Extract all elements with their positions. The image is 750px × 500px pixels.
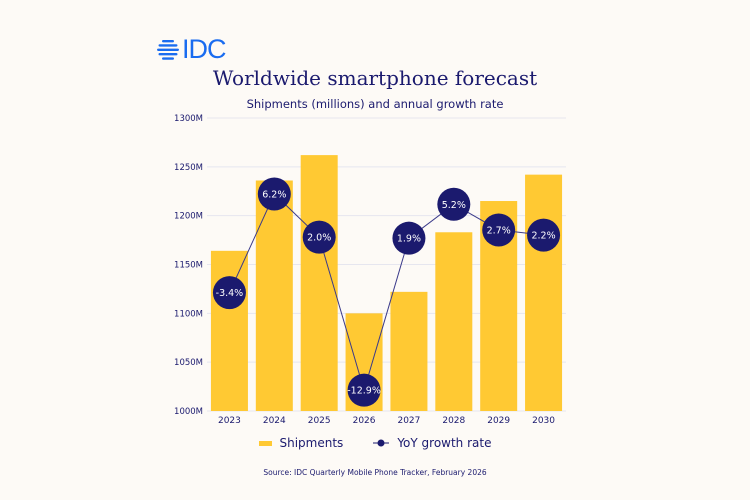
bar-2027 xyxy=(390,291,428,411)
growth-label: 2.2% xyxy=(531,231,555,242)
idc-logo: IDC xyxy=(157,36,226,63)
growth-point-2027 xyxy=(392,221,426,255)
x-tick-label: 2027 xyxy=(397,416,420,426)
growth-label: 2.0% xyxy=(307,233,331,244)
x-tick-label: 2028 xyxy=(442,416,465,426)
legend-label-shipments: Shipments xyxy=(279,436,344,450)
bar-2028 xyxy=(435,232,473,411)
growth-label: 1.9% xyxy=(397,234,421,245)
source-note: Source: IDC Quarterly Mobile Phone Track… xyxy=(263,468,487,477)
bar-2024 xyxy=(255,180,293,411)
growth-point-2023 xyxy=(212,276,246,310)
bar-2023 xyxy=(210,250,248,411)
y-tick-label: 1200M xyxy=(174,212,203,222)
y-tick-label: 1000M xyxy=(174,407,203,417)
growth-point-2026 xyxy=(347,373,381,407)
growth-point-2025 xyxy=(302,220,336,254)
x-tick-label: 2025 xyxy=(308,416,331,426)
growth-label: -3.4% xyxy=(216,288,244,299)
growth-label: -12.9% xyxy=(347,386,381,397)
growth-label: 2.7% xyxy=(487,225,511,236)
legend-label-growth: YoY growth rate xyxy=(397,436,492,450)
x-tick-label: 2030 xyxy=(532,416,555,426)
x-tick-label: 2029 xyxy=(487,416,510,426)
shipments-swatch xyxy=(258,440,272,446)
bar-2025 xyxy=(300,155,338,411)
x-tick-label: 2023 xyxy=(218,416,241,426)
growth-point-2029 xyxy=(482,213,516,247)
growth-point-2030 xyxy=(527,218,561,252)
growth-label: 5.2% xyxy=(442,200,466,211)
legend-item-shipments: Shipments xyxy=(258,436,344,450)
legend-item-growth: YoY growth rate xyxy=(373,436,491,450)
y-tick-label: 1100M xyxy=(174,309,203,319)
y-tick-label: 1250M xyxy=(174,163,203,173)
x-tick-label: 2026 xyxy=(353,416,376,426)
growth-label: 6.2% xyxy=(262,190,286,201)
growth-line-marker-icon xyxy=(373,439,390,447)
y-tick-label: 1300M xyxy=(174,114,203,124)
globe-lines-icon xyxy=(157,39,179,60)
y-tick-label: 1150M xyxy=(174,261,203,271)
bar-2030 xyxy=(525,174,563,411)
chart-title: Worldwide smartphone forecast xyxy=(212,66,538,90)
x-tick-label: 2024 xyxy=(263,416,286,426)
chart-subtitle: Shipments (millions) and annual growth r… xyxy=(246,97,504,111)
y-tick-label: 1050M xyxy=(174,358,203,368)
growth-point-2028 xyxy=(437,187,471,221)
growth-point-2024 xyxy=(257,177,291,211)
legend: Shipments YoY growth rate xyxy=(0,436,750,450)
logo-text: IDC xyxy=(182,34,226,64)
